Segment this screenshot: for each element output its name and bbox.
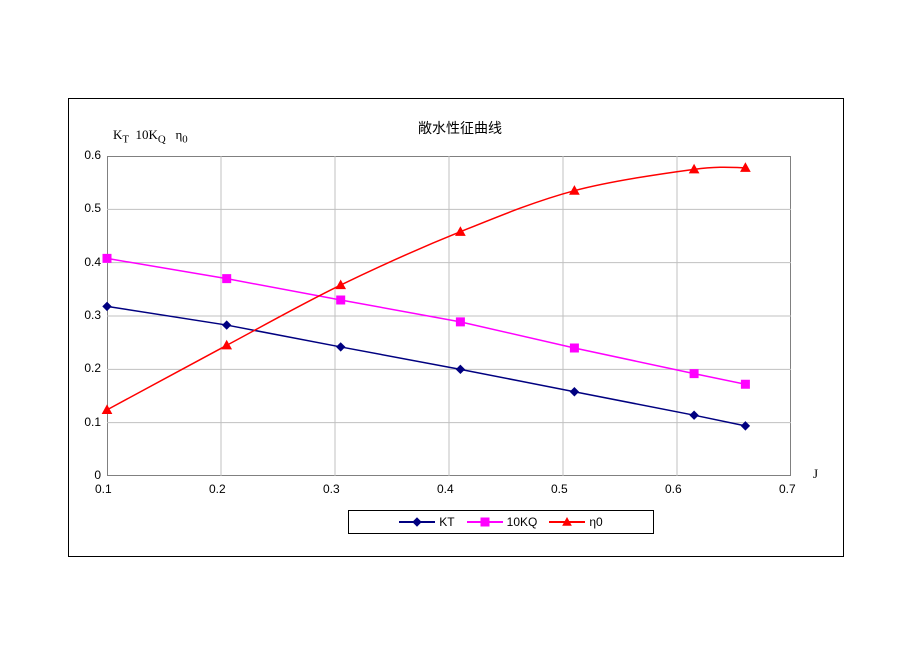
legend-label: KT (439, 515, 454, 529)
x-tick-label: 0.2 (209, 482, 226, 496)
series-marker-10KQ (741, 380, 749, 388)
series-marker-10KQ (337, 296, 345, 304)
legend-swatch (467, 515, 503, 529)
series-marker-KT (103, 302, 111, 310)
x-tick-label: 0.7 (779, 482, 796, 496)
series-line-eta0 (107, 167, 745, 410)
legend-swatch (549, 515, 585, 529)
legend-swatch (399, 515, 435, 529)
legend-item: η0 (549, 515, 602, 529)
series-marker-KT (690, 411, 698, 419)
legend: KT 10KQ η0 (348, 510, 654, 534)
y-tick-label: 0 (94, 468, 101, 482)
series-marker-10KQ (690, 370, 698, 378)
series-marker-eta0 (336, 281, 345, 289)
x-tick-label: 0.3 (323, 482, 340, 496)
x-tick-label: 0.1 (95, 482, 112, 496)
series-marker-KT (337, 343, 345, 351)
series-marker-KT (223, 321, 231, 329)
series-marker-eta0 (222, 341, 231, 349)
series-marker-KT (570, 388, 578, 396)
series-marker-eta0 (103, 405, 112, 413)
series-line-KT (107, 306, 745, 425)
series-marker-10KQ (570, 344, 578, 352)
y-tick-label: 0.2 (84, 361, 101, 375)
x-tick-label: 0.4 (437, 482, 454, 496)
series-marker-10KQ (103, 254, 111, 262)
y-tick-label: 0.3 (84, 308, 101, 322)
x-tick-label: 0.6 (665, 482, 682, 496)
y-tick-label: 0.4 (84, 255, 101, 269)
series-marker-10KQ (223, 275, 231, 283)
y-tick-label: 0.5 (84, 201, 101, 215)
chart-svg (0, 0, 920, 651)
series-marker-eta0 (456, 227, 465, 235)
y-tick-label: 0.6 (84, 148, 101, 162)
series-marker-10KQ (456, 318, 464, 326)
legend-item: KT (399, 515, 454, 529)
y-tick-label: 0.1 (84, 415, 101, 429)
legend-item: 10KQ (467, 515, 538, 529)
x-tick-label: 0.5 (551, 482, 568, 496)
legend-label: 10KQ (507, 515, 538, 529)
legend-label: η0 (589, 515, 602, 529)
series-marker-KT (456, 365, 464, 373)
